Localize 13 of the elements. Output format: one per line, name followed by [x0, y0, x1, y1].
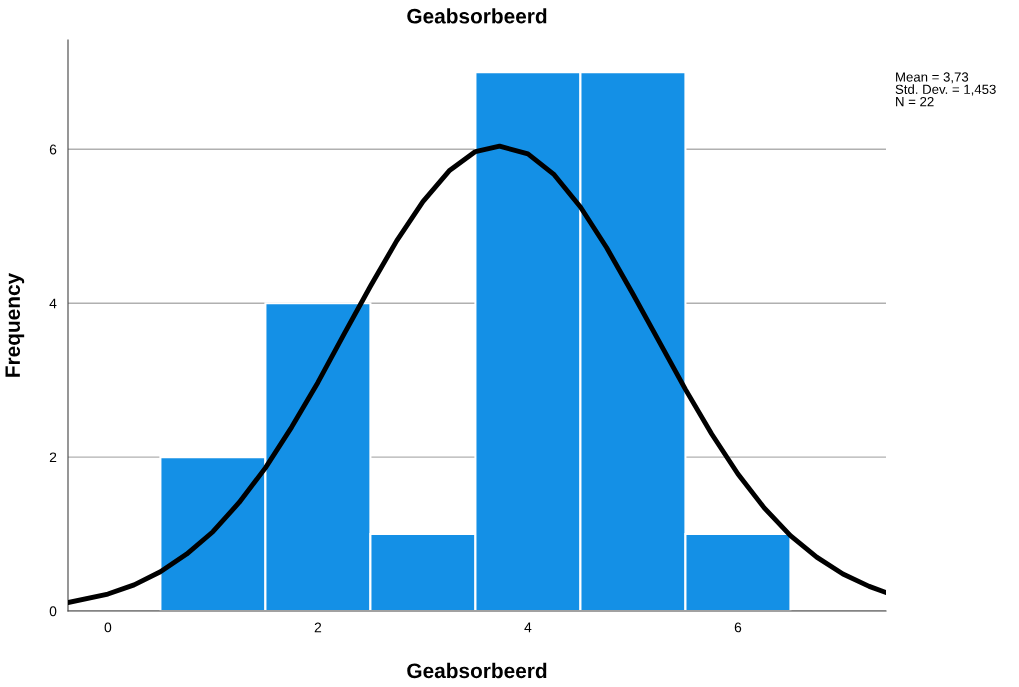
y-tick-label: 2 — [49, 452, 57, 463]
chart-title: Geabsorbeerd — [407, 8, 547, 24]
x-tick-label: 6 — [734, 622, 742, 633]
x-axis-title: Geabsorbeerd — [407, 662, 547, 679]
line-series — [68, 143, 886, 605]
y-tick-label: 4 — [49, 298, 57, 309]
x-tick-label: 0 — [104, 622, 112, 633]
y-tick-label: 6 — [49, 144, 57, 155]
x-tick-label: 4 — [524, 622, 532, 633]
y-axis-title: Frequency — [5, 272, 25, 377]
text: Mean = 3,73 Std. Dev. = 1,453 N = 22 — [895, 72, 996, 107]
x-tick-label: 2 — [314, 622, 322, 633]
y-tick-label: 0 — [49, 606, 57, 617]
